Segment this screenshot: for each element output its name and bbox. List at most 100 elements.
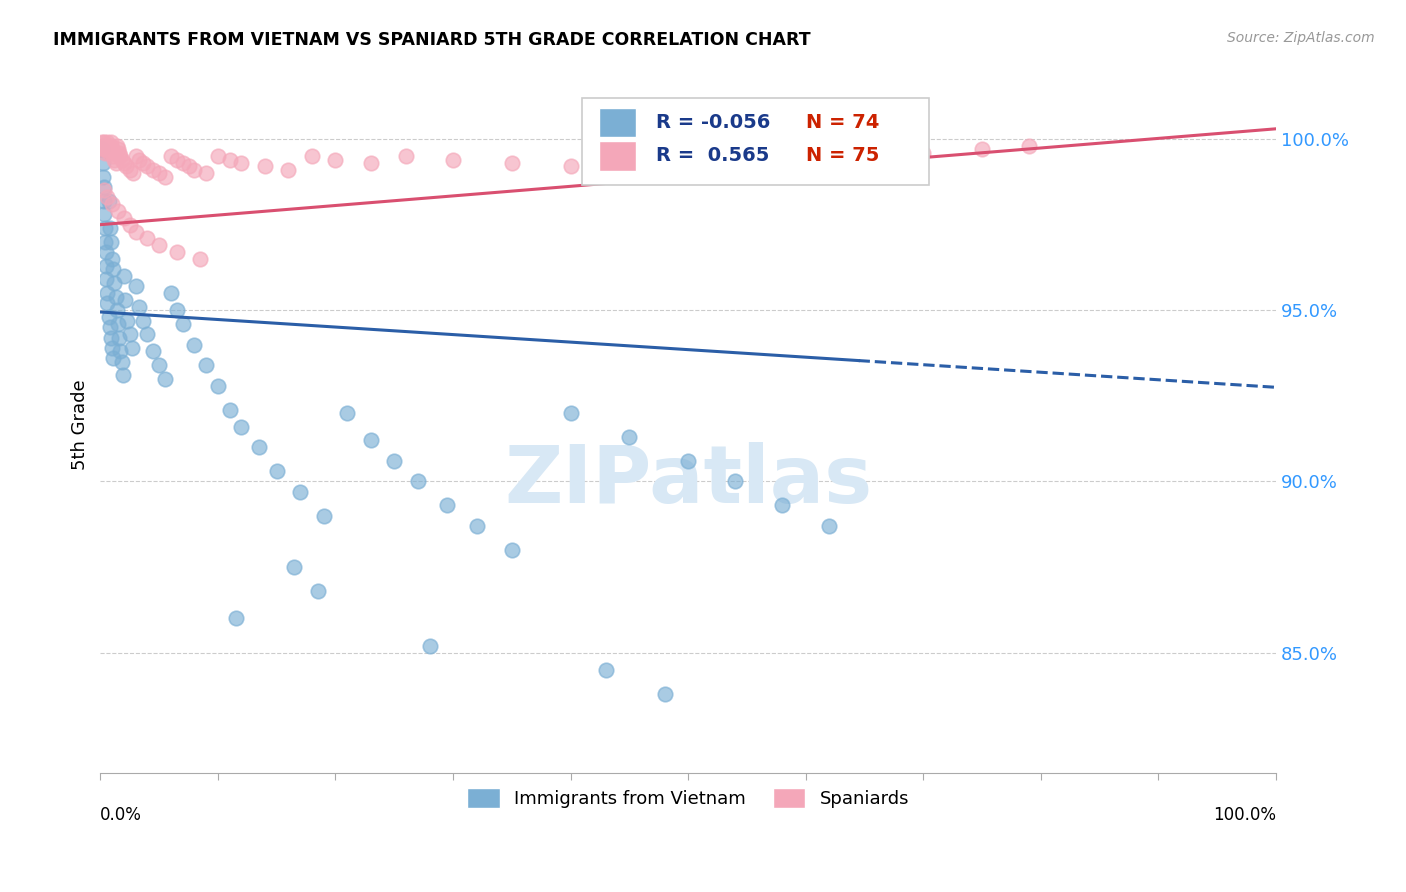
FancyBboxPatch shape (582, 98, 929, 186)
Point (94, 235, 117, 249)
Point (290, 484, 312, 499)
Point (183, 162, 205, 177)
Point (112, 268, 135, 283)
Point (94, 221, 117, 235)
Point (465, 519, 488, 533)
Point (724, 475, 747, 489)
Point (107, 204, 129, 219)
Point (121, 341, 143, 355)
Point (118, 327, 141, 342)
Text: R = -0.056: R = -0.056 (657, 113, 770, 132)
Point (676, 454, 699, 468)
Point (128, 153, 150, 167)
Text: 100.0%: 100.0% (1213, 805, 1277, 824)
Point (794, 160, 817, 174)
Point (94, 142, 117, 156)
Point (195, 166, 218, 180)
Point (166, 303, 188, 318)
Point (218, 153, 240, 167)
Point (110, 354, 132, 368)
Point (96, 190, 118, 204)
Point (96, 139, 118, 153)
Point (91, 169, 114, 184)
Point (382, 454, 405, 468)
Point (770, 499, 793, 513)
Point (94, 145, 117, 160)
Point (101, 145, 124, 160)
Point (225, 611, 247, 625)
Point (90, 142, 112, 156)
Point (98, 142, 121, 156)
Point (183, 337, 205, 351)
Point (96, 136, 118, 150)
Point (231, 156, 253, 170)
Point (104, 156, 127, 170)
Point (98, 320, 121, 334)
Point (148, 358, 170, 372)
Point (103, 351, 125, 366)
Point (253, 160, 276, 174)
Point (325, 153, 347, 167)
Point (360, 156, 382, 170)
Point (98, 221, 121, 235)
Point (93, 180, 115, 194)
Point (153, 372, 176, 386)
Point (108, 145, 131, 160)
Point (118, 162, 141, 177)
Point (301, 149, 323, 163)
Point (207, 149, 229, 163)
Point (853, 149, 876, 163)
Point (142, 344, 165, 359)
Point (101, 142, 124, 156)
Point (160, 286, 183, 301)
Point (96, 139, 118, 153)
Point (207, 378, 229, 392)
Point (98, 139, 121, 153)
Point (148, 238, 170, 252)
Point (360, 434, 382, 448)
Point (172, 156, 194, 170)
Text: Source: ZipAtlas.com: Source: ZipAtlas.com (1227, 31, 1375, 45)
Point (110, 344, 132, 359)
Point (100, 331, 122, 345)
Point (735, 156, 758, 170)
Point (188, 252, 211, 266)
Point (96, 142, 118, 156)
Point (97, 194, 120, 208)
Point (96, 286, 118, 301)
Point (307, 584, 329, 599)
Point (91, 156, 114, 170)
Point (501, 156, 523, 170)
Point (93, 139, 115, 153)
Point (172, 317, 194, 331)
Point (124, 149, 146, 163)
Point (101, 252, 124, 266)
Point (1018, 139, 1040, 153)
Point (97, 142, 120, 156)
Point (818, 519, 841, 533)
Point (912, 145, 935, 160)
Point (283, 560, 305, 574)
Point (122, 166, 145, 180)
Point (218, 402, 240, 417)
Point (441, 153, 464, 167)
Point (115, 160, 138, 174)
Point (93, 194, 115, 208)
Point (100, 136, 122, 150)
Text: R =  0.565: R = 0.565 (657, 146, 770, 166)
Point (107, 317, 129, 331)
Point (128, 300, 150, 314)
Point (166, 153, 188, 167)
Point (619, 162, 641, 177)
Point (136, 327, 159, 342)
Point (312, 508, 335, 523)
Point (105, 139, 128, 153)
Point (103, 149, 125, 163)
Y-axis label: 5th Grade: 5th Grade (72, 380, 89, 470)
Point (595, 663, 617, 677)
Point (148, 166, 170, 180)
Point (418, 639, 440, 653)
Point (96, 259, 118, 273)
Point (177, 160, 200, 174)
Point (112, 156, 135, 170)
